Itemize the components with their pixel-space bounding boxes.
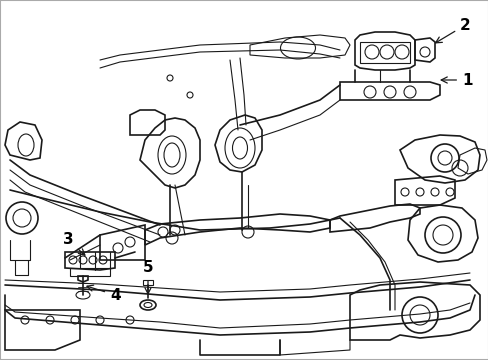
Text: 1: 1: [440, 72, 471, 87]
Text: 4: 4: [87, 285, 121, 302]
Text: 3: 3: [62, 233, 85, 255]
Text: 5: 5: [142, 260, 153, 294]
Text: 2: 2: [435, 18, 470, 43]
